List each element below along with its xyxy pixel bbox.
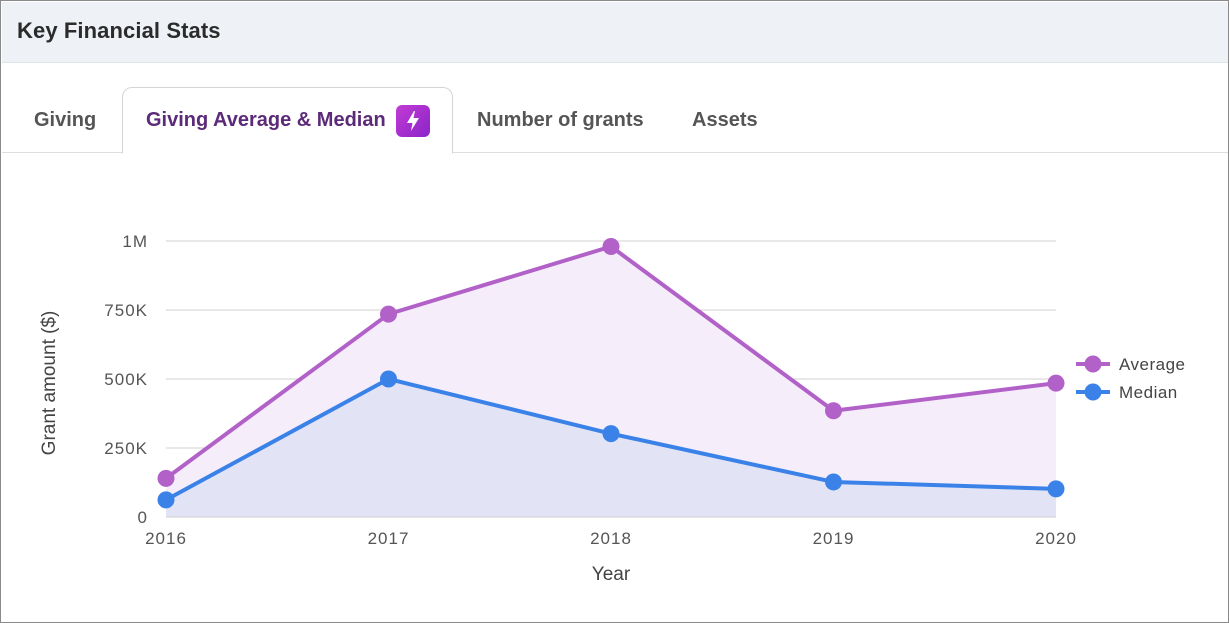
data-point-average: [380, 305, 397, 323]
tab-bar: Giving Giving Average & Median Number of…: [2, 63, 1228, 154]
tab-giving-average-median[interactable]: Giving Average & Median: [122, 87, 453, 154]
legend-label-median: Median: [1119, 383, 1178, 402]
data-point-median: [380, 370, 397, 388]
tab-giving-label: Giving: [34, 108, 97, 131]
x-axis-title: Year: [592, 564, 631, 585]
data-point-median: [1047, 480, 1065, 498]
x-tick-label: 2020: [1035, 529, 1077, 548]
data-point-average: [157, 469, 175, 487]
y-tick-label: 1M: [122, 232, 148, 251]
data-point-median: [602, 425, 620, 443]
legend-swatch-marker-median: [1084, 383, 1102, 401]
y-tick-label: 750K: [104, 301, 148, 320]
tab-giving[interactable]: Giving: [34, 87, 96, 153]
data-point-median: [825, 473, 842, 491]
tab-assets[interactable]: Assets: [692, 87, 758, 153]
x-tick-label: 2017: [368, 529, 410, 548]
legend-swatch-marker-average: [1084, 355, 1102, 373]
tab-giving-average-median-label: Giving Average & Median: [146, 109, 386, 131]
legend-label-average: Average: [1119, 355, 1186, 374]
x-tick-label: 2018: [590, 529, 632, 548]
y-tick-label: 250K: [104, 439, 148, 458]
tab-assets-label: Assets: [692, 108, 758, 131]
x-tick-label: 2016: [145, 529, 187, 548]
lightning-bolt-icon: [395, 104, 430, 137]
panel-title: Key Financial Stats: [17, 18, 221, 43]
data-point-average: [825, 402, 842, 420]
giving-average-median-chart: 0 250K 500K 750K 1M 2016 2017 2018 2019 2020 Year G…: [39, 232, 1186, 585]
data-point-median: [157, 491, 175, 509]
panel-header: Key Financial Stats: [2, 2, 1228, 63]
y-tick-label: 0: [138, 508, 148, 527]
tab-number-of-grants[interactable]: Number of grants: [477, 87, 644, 153]
tab-number-of-grants-label: Number of grants: [477, 108, 644, 131]
data-point-average: [602, 238, 620, 256]
x-tick-label: 2019: [813, 529, 855, 548]
data-point-average: [1047, 374, 1065, 392]
y-tick-label: 500K: [104, 370, 148, 389]
y-axis-title: Grant amount ($): [39, 311, 60, 456]
